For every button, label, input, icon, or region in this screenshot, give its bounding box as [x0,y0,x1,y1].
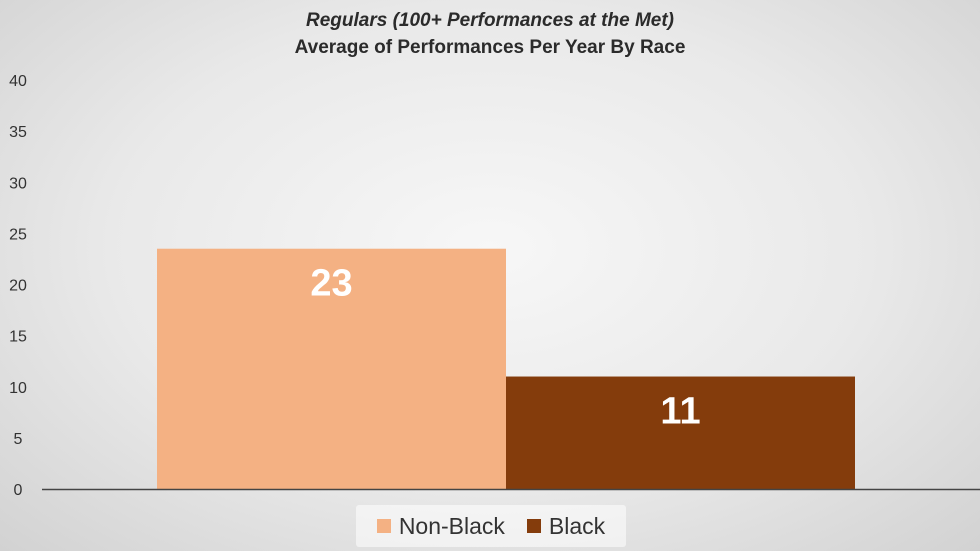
y-tick-label-10: 10 [9,380,27,397]
legend-label-black: Black [548,512,606,539]
data-label-black: 11 [660,391,700,433]
y-tick-label-30: 30 [9,175,27,192]
y-tick-label-5: 5 [14,431,23,448]
data-label-non-black: 23 [310,263,352,305]
legend-item-non-black: Non-Black [376,512,505,540]
chart-title: Regulars (100+ Performances at the Met) [306,10,674,31]
y-tick-label-25: 25 [9,226,27,243]
y-tick-label-15: 15 [9,329,27,346]
bar-black [506,376,855,489]
y-tick-label-0: 0 [14,482,23,499]
chart-subtitle: Average of Performances Per Year By Race [294,37,686,58]
y-tick-label-20: 20 [9,278,27,295]
y-tick-label-40: 40 [9,73,27,90]
y-tick-label-35: 35 [9,124,27,141]
bar-non-black [157,248,506,489]
legend: Non-Black Black [356,505,626,547]
legend-swatch-non-black [376,519,391,533]
legend-label-non-black: Non-Black [398,512,505,539]
legend-item-black: Black [526,512,606,540]
legend-swatch-black [526,519,541,533]
